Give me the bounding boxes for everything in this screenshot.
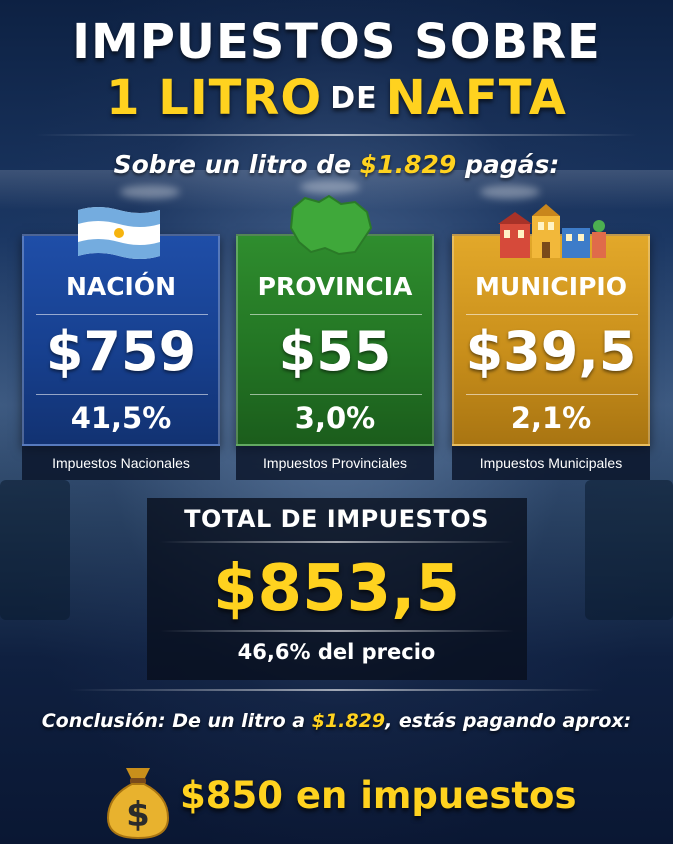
conclusion-text-b: , estás pagando aprox: [385, 710, 632, 732]
total-amount: $853,5 [213, 552, 460, 626]
card-divider [250, 394, 422, 395]
title-nafta: NAFTA [385, 70, 567, 126]
title-litro: 1 LITRO [106, 70, 323, 126]
total-percent: 46,6% del precio [237, 640, 436, 664]
card-provincia: PROVINCIA $55 3,0% [236, 234, 434, 446]
final-amount: $850 [180, 774, 283, 817]
divider [35, 134, 638, 136]
svg-text:$: $ [126, 795, 150, 835]
title-line-1: IMPUESTOS SOBRE [72, 14, 601, 70]
conclusion: Conclusión: De un litro a $1.829, estás … [0, 710, 673, 732]
card-divider [250, 314, 422, 315]
title-de: DE [330, 81, 378, 116]
total-title: TOTAL DE IMPUESTOS [184, 505, 489, 533]
background-pump [585, 480, 673, 620]
card-divider [466, 394, 638, 395]
divider [160, 541, 514, 543]
province-map-icon [285, 194, 377, 258]
background-pump [0, 480, 70, 620]
divider [160, 630, 514, 632]
card-caption-provincia: Impuestos Provinciales [236, 446, 434, 480]
subtitle-prefix: Sobre un litro de [113, 150, 352, 179]
card-caption-municipio: Impuestos Municipales [452, 446, 650, 480]
card-percent: 41,5% [70, 401, 172, 435]
total-box [147, 498, 527, 680]
conclusion-label: Conclusión: [41, 710, 166, 732]
background-light [120, 185, 180, 199]
card-divider [36, 314, 208, 315]
final-text: en impuestos [295, 774, 577, 817]
card-amount: $55 [278, 320, 392, 383]
subtitle-price: $1.829 [359, 150, 457, 179]
title-line-2: 1 LITRO DE NAFTA [0, 70, 673, 126]
card-caption-nacion: Impuestos Nacionales [22, 446, 220, 480]
card-percent: 3,0% [294, 401, 376, 435]
card-divider [466, 314, 638, 315]
card-divider [36, 394, 208, 395]
subtitle: Sobre un litro de $1.829 pagás: [0, 150, 673, 179]
card-nacion: NACIÓN $759 41,5% [22, 234, 220, 446]
money-bag-icon: $ [102, 762, 174, 840]
card-name: PROVINCIA [257, 272, 413, 301]
card-percent: 2,1% [510, 401, 592, 435]
card-name: NACIÓN [65, 272, 177, 301]
card-amount: $39,5 [465, 320, 637, 383]
background-light [300, 180, 360, 194]
conclusion-price: $1.829 [311, 710, 386, 732]
card-municipio: MUNICIPIO $39,5 2,1% [452, 234, 650, 446]
conclusion-text-a: De un litro a [172, 710, 306, 732]
final-statement: $850 en impuestos [180, 774, 577, 817]
argentina-flag-icon [74, 204, 164, 262]
town-buildings-icon [496, 202, 608, 260]
divider [70, 689, 603, 691]
card-name: MUNICIPIO [475, 272, 627, 301]
background-light [480, 185, 540, 199]
subtitle-suffix: pagás: [465, 150, 560, 179]
card-amount: $759 [45, 320, 197, 383]
